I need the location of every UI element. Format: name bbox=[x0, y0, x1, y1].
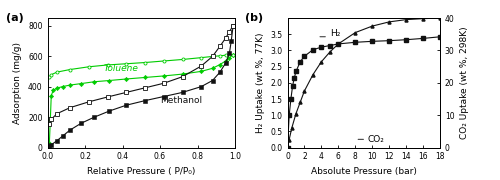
Y-axis label: CO₂ Uptake (wt %, 298K): CO₂ Uptake (wt %, 298K) bbox=[460, 26, 469, 139]
Y-axis label: Adsorption (mg/g): Adsorption (mg/g) bbox=[14, 42, 22, 124]
X-axis label: Absolute Pressure (bar): Absolute Pressure (bar) bbox=[311, 167, 416, 176]
Text: Toluene: Toluene bbox=[104, 64, 138, 73]
Text: CO₂: CO₂ bbox=[368, 134, 385, 143]
Y-axis label: H₂ Uptake (wt %, 77K): H₂ Uptake (wt %, 77K) bbox=[256, 33, 265, 133]
Text: Methanol: Methanol bbox=[160, 96, 202, 105]
Text: H₂: H₂ bbox=[330, 29, 340, 38]
X-axis label: Relative Pressure ( P/P₀): Relative Pressure ( P/P₀) bbox=[87, 167, 196, 176]
Text: (b): (b) bbox=[245, 13, 263, 23]
Text: (a): (a) bbox=[6, 13, 24, 23]
